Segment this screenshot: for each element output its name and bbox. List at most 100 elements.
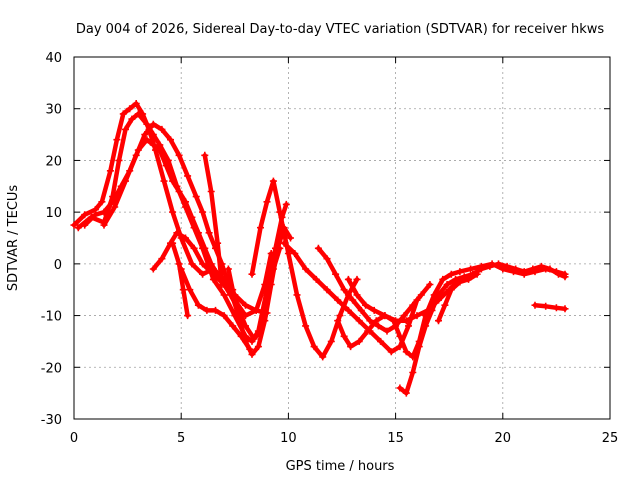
data-point: [169, 239, 177, 247]
data-point: [175, 260, 183, 268]
data-point: [246, 345, 254, 353]
data-point: [179, 286, 187, 294]
data-point: [287, 234, 294, 242]
data-point: [355, 337, 363, 345]
data-point: [158, 255, 166, 263]
series-line: [281, 240, 420, 355]
data-point: [362, 301, 370, 309]
data-point: [100, 221, 108, 229]
data-point: [302, 322, 310, 330]
data-point: [520, 268, 528, 276]
data-point: [353, 275, 361, 283]
data-point: [220, 312, 228, 320]
data-point: [531, 301, 539, 309]
series-track-16: [435, 270, 481, 325]
data-point: [503, 262, 511, 270]
data-point: [552, 304, 560, 312]
data-point: [443, 281, 451, 288]
data-point: [207, 260, 215, 268]
data-point: [546, 265, 554, 273]
data-point: [402, 389, 410, 397]
data-point: [377, 337, 385, 345]
data-point: [435, 317, 442, 325]
data-point: [149, 141, 157, 149]
series-track-17: [531, 301, 569, 313]
y-tick-label: -30: [41, 413, 62, 428]
data-point: [364, 327, 372, 335]
data-point: [261, 317, 269, 325]
data-point: [402, 317, 410, 325]
data-point: [347, 343, 355, 351]
data-point: [122, 177, 129, 185]
y-tick-label: -20: [41, 361, 62, 376]
data-point: [349, 296, 357, 304]
data-point: [327, 337, 335, 345]
data-point: [344, 275, 352, 283]
data-point: [439, 275, 447, 283]
data-point: [276, 208, 284, 216]
data-point: [115, 156, 123, 164]
data-point: [248, 350, 256, 358]
y-tick-label: -10: [41, 310, 62, 325]
data-point: [542, 302, 550, 310]
data-point: [409, 301, 417, 309]
data-point: [428, 306, 436, 314]
data-point: [167, 136, 174, 144]
data-point: [194, 229, 202, 237]
data-point: [149, 120, 157, 128]
data-point: [426, 281, 434, 288]
y-axis-label: SDTVAR / TECUs: [6, 185, 21, 292]
data-point: [486, 262, 494, 270]
data-point: [374, 322, 382, 330]
data-point: [111, 203, 119, 211]
data-point: [98, 198, 106, 206]
series-line: [170, 240, 190, 318]
x-tick-label: 25: [602, 431, 619, 446]
data-point: [199, 208, 207, 216]
data-point: [184, 172, 192, 180]
data-point: [229, 322, 237, 330]
data-point: [334, 317, 342, 325]
data-point: [224, 265, 232, 273]
data-point: [237, 332, 245, 340]
data-point: [149, 131, 157, 139]
data-point: [248, 270, 256, 278]
data-point: [132, 151, 140, 159]
data-point: [209, 270, 217, 278]
data-point: [357, 306, 365, 314]
series-track-7: [177, 265, 254, 353]
axis-ticks: 0 5 10 15 20 25 -30 -20 -10 0 10 20 30 40: [41, 51, 619, 446]
data-point: [188, 260, 196, 268]
series-line: [397, 261, 568, 396]
data-point: [182, 198, 189, 206]
data-point: [100, 208, 108, 216]
y-tick-label: 20: [45, 154, 62, 169]
data-point: [175, 188, 183, 195]
data-point: [162, 162, 170, 170]
x-tick-label: 20: [495, 431, 512, 446]
data-point: [81, 221, 89, 229]
data-point: [205, 229, 213, 237]
data-point: [182, 234, 189, 242]
data-point: [370, 306, 378, 314]
data-point: [284, 250, 292, 257]
data-point: [263, 309, 271, 317]
series-line: [532, 302, 568, 312]
x-tick-label: 5: [177, 431, 185, 446]
y-tick-label: 10: [45, 206, 62, 221]
series-line: [346, 277, 463, 323]
series-line: [436, 271, 480, 323]
data-point: [465, 275, 472, 283]
data-point: [383, 327, 391, 335]
data-point: [405, 322, 412, 330]
data-point: [381, 312, 389, 320]
data-point: [355, 317, 363, 325]
data-point: [149, 265, 157, 273]
data-point: [199, 270, 207, 278]
data-point: [435, 291, 442, 299]
data-point: [173, 229, 181, 237]
data-point: [158, 125, 166, 133]
data-point: [274, 244, 282, 252]
data-point: [336, 312, 344, 320]
